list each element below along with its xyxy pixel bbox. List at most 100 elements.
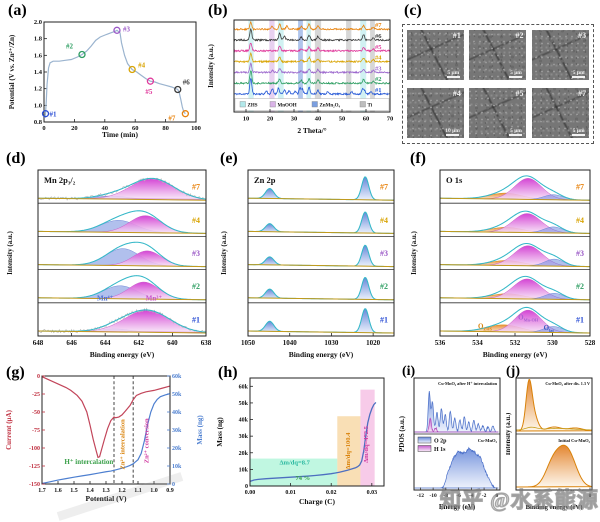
- e-ylabel: Intensity (a.u.): [220, 230, 228, 274]
- label: 1050: [241, 339, 256, 347]
- xrd-band-ZHS: [306, 20, 312, 112]
- f-title: O 1s: [446, 175, 463, 185]
- panel-a-plot: 0 20 40 60 80 100 0.8 1.0 1.2 1.4 1.6 1.8 2.0 Time (m…: [8, 19, 201, 139]
- label: 20k: [239, 451, 249, 457]
- f-sample-label: #1: [576, 315, 584, 324]
- g-annotation: H⁺ intercalation: [64, 458, 113, 466]
- f-baseline: [439, 297, 591, 301]
- e-baseline: [247, 297, 395, 301]
- panel-e-plot: #7 #4 #3 #2 #1 Zn 2p 1050 1040 1030 1020 Binding e…: [220, 169, 395, 359]
- sem-sample-label: #1: [452, 31, 461, 40]
- d-ylabel: Intensity (a.u.): [6, 230, 14, 274]
- rect-shape: [247, 169, 395, 337]
- f-sample-label: #3: [576, 249, 584, 258]
- f-baseline: [439, 330, 591, 334]
- i-top-label: Cu-MnO₂ after H⁺ intercalation: [438, 381, 498, 386]
- rect-shape: [311, 101, 318, 108]
- panel-d-plot: #7 #4 #3 #2 #1 Mn 2p₃/₂ 648 646 644 642 640 638 Bind…: [6, 169, 212, 359]
- annotation: OMn-OH: [518, 313, 539, 322]
- a-point-label: #4: [138, 62, 146, 70]
- h-region-label: Δm/dq=100.4: [345, 432, 352, 470]
- label: 642: [134, 339, 145, 347]
- panel-c-tag: (c): [404, 2, 422, 19]
- i-legend-h1s: H 1s: [434, 447, 446, 453]
- a-point-label: #1: [50, 111, 58, 119]
- a-marker: [174, 85, 182, 94]
- sem-image-7: #7 5 μm: [532, 88, 590, 138]
- g-current-curve: [41, 376, 171, 459]
- label: 1.5: [70, 488, 78, 494]
- panel-f-tag: (f): [410, 150, 426, 167]
- i-xlabel: Energy (eV): [439, 503, 476, 511]
- panel-e-tag: (e): [220, 150, 238, 167]
- e-sample-label: #7: [380, 183, 388, 192]
- f-baseline: [439, 197, 591, 201]
- d-sample-label: #4: [192, 216, 200, 225]
- label: 1.4: [86, 488, 94, 494]
- xrd-trace-label: #6: [375, 33, 382, 40]
- label: -8: [444, 493, 449, 499]
- label: 0: [37, 374, 40, 380]
- xrd-trace-#6: [233, 27, 390, 42]
- a-marker: [113, 26, 121, 34]
- label: 60k: [239, 384, 249, 390]
- g-annotation: Zn²⁺ intercalation: [119, 419, 126, 470]
- sem-sample-label: #7: [578, 89, 587, 98]
- label: -75: [32, 428, 40, 434]
- f-sample-label: #2: [576, 282, 584, 291]
- xrd-band-MnOOH: [269, 20, 275, 112]
- sem-sample-label: #4: [452, 89, 461, 98]
- tspan-shape: ZHS: [483, 327, 492, 332]
- xrd-band-Ti: [314, 20, 322, 112]
- xrd-legend-label: ZnMn₂O₄: [320, 103, 341, 108]
- j-top-label: Cu-MnO₂ after dis. 1.3 V: [545, 381, 590, 386]
- d-sample-label: #7: [192, 183, 200, 192]
- label: 1030: [324, 339, 339, 347]
- panel-d-tag: (d): [6, 150, 26, 167]
- xrd-band-Ti: [346, 20, 352, 112]
- f-sample-label: #4: [576, 216, 584, 225]
- label: 1040: [283, 339, 298, 347]
- label: 640: [167, 339, 178, 347]
- d-baseline: [37, 297, 207, 301]
- panel-h-plot: 0.00 0.01 0.02 0.03 0 10k 20k 30k 40k 50k 60k Charg…: [216, 377, 385, 506]
- label: 1.0: [150, 488, 158, 494]
- a-marker: [128, 65, 136, 74]
- annotation: OZHS: [478, 323, 493, 332]
- tspan-shape: O: [518, 313, 524, 321]
- label: 1.3: [102, 488, 110, 494]
- label: -4: [469, 493, 474, 499]
- label: 60: [363, 116, 370, 123]
- label: 50k: [172, 392, 182, 398]
- i-bottom-label: Cu-MnO₂: [478, 438, 498, 443]
- b-xlabel: 2 Theta/°: [297, 126, 326, 135]
- d-baseline: [37, 197, 207, 201]
- d-title: Mn 2p₃/₂: [44, 175, 76, 185]
- label: 1.2: [118, 488, 126, 494]
- label: 1.6: [34, 52, 43, 59]
- label: 0.9: [166, 488, 174, 494]
- d-annotation: Mn³⁺: [146, 294, 163, 302]
- e-sample-label: #2: [380, 282, 388, 291]
- panel-i-plot: Cu-MnO₂ after H⁺ intercalation Cu-MnO₂ O 2…: [398, 377, 501, 511]
- panel-i: Cu-MnO₂ after H⁺ intercalation Cu-MnO₂ O 2…: [398, 364, 506, 521]
- f-baseline: [439, 264, 591, 268]
- label: 1.4: [34, 69, 43, 76]
- d-baseline: [37, 230, 207, 234]
- label: 1.0: [34, 102, 42, 109]
- b-ylabel: Intensity (a.u.): [207, 43, 215, 87]
- e-xlabel: Binding energy (eV): [289, 350, 354, 359]
- label: 0.00: [245, 490, 256, 496]
- d-sample-label: #2: [192, 282, 200, 291]
- panel-j-plot: Cu-MnO₂ after dis. 1.3 V Initial Cu-MnO₂ 0…: [506, 377, 593, 511]
- a-marker: [41, 110, 50, 118]
- h-region-label: Δm/dq=8.7: [279, 459, 310, 466]
- label: 648: [33, 339, 44, 347]
- xrd-trace-label: #5: [375, 44, 382, 51]
- label: 1.8: [34, 36, 43, 43]
- a-marker: [181, 110, 190, 118]
- label: -25: [32, 392, 40, 398]
- scale-bar: 10 μm: [445, 128, 460, 136]
- label: 1.6: [54, 488, 62, 494]
- label: 1020: [366, 339, 381, 347]
